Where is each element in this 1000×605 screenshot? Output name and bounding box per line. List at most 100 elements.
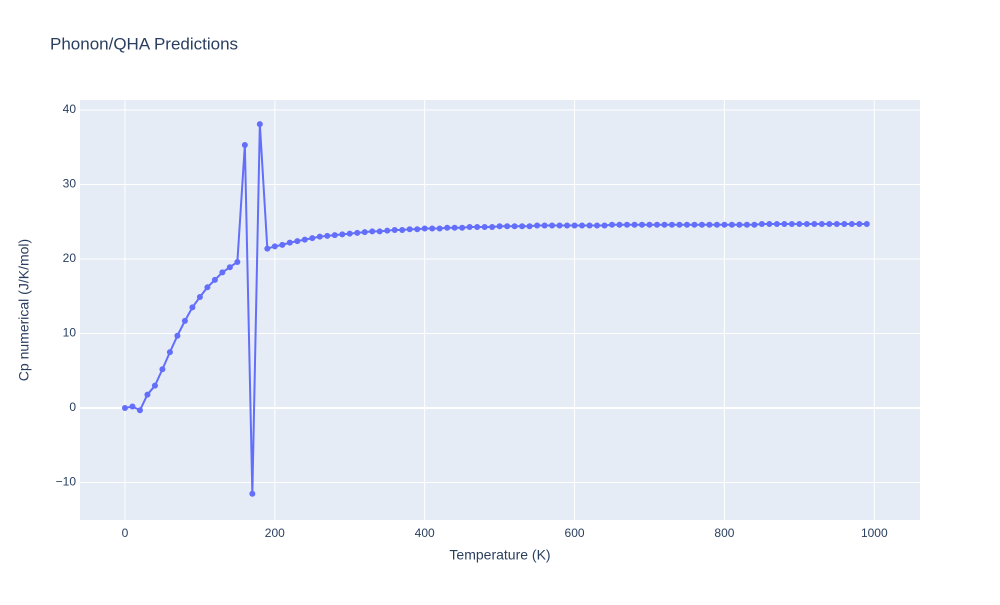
data-point bbox=[818, 220, 825, 227]
data-point bbox=[414, 226, 421, 233]
data-point bbox=[159, 366, 166, 373]
data-point bbox=[346, 230, 353, 237]
data-point bbox=[728, 221, 735, 228]
data-point bbox=[196, 293, 203, 300]
data-point bbox=[294, 238, 301, 245]
y-tick-label: 40 bbox=[63, 102, 77, 116]
data-point bbox=[646, 221, 653, 228]
y-tick-label: 20 bbox=[63, 251, 77, 265]
data-point bbox=[661, 221, 668, 228]
data-point bbox=[489, 223, 496, 230]
data-point bbox=[496, 223, 503, 230]
data-point bbox=[511, 223, 518, 230]
data-point bbox=[833, 220, 840, 227]
data-point bbox=[826, 220, 833, 227]
data-point bbox=[848, 220, 855, 227]
data-point bbox=[571, 222, 578, 229]
data-point bbox=[256, 121, 263, 128]
data-point bbox=[609, 221, 616, 228]
data-point bbox=[556, 222, 563, 229]
x-tick-label: 200 bbox=[265, 526, 285, 540]
x-tick-label: 600 bbox=[565, 526, 585, 540]
data-point bbox=[481, 223, 488, 230]
y-tick-label: 10 bbox=[63, 326, 77, 340]
data-point bbox=[736, 221, 743, 228]
data-point bbox=[286, 239, 293, 246]
data-point bbox=[249, 490, 256, 497]
data-point bbox=[204, 284, 211, 291]
data-point bbox=[564, 222, 571, 229]
data-point bbox=[316, 233, 323, 240]
data-point bbox=[624, 221, 631, 228]
data-point bbox=[391, 226, 398, 233]
x-tick-label: 400 bbox=[415, 526, 435, 540]
y-tick-label: −10 bbox=[56, 475, 77, 489]
data-point bbox=[466, 223, 473, 230]
data-point bbox=[691, 221, 698, 228]
data-point bbox=[586, 222, 593, 229]
data-point bbox=[444, 224, 451, 231]
data-point bbox=[526, 223, 533, 230]
data-point bbox=[721, 221, 728, 228]
data-point bbox=[144, 391, 151, 398]
data-point bbox=[519, 223, 526, 230]
data-point bbox=[234, 258, 241, 265]
data-point bbox=[271, 243, 278, 250]
data-point bbox=[796, 220, 803, 227]
data-point bbox=[241, 142, 248, 149]
data-point bbox=[668, 221, 675, 228]
data-point bbox=[549, 222, 556, 229]
data-point bbox=[451, 224, 458, 231]
data-point bbox=[773, 220, 780, 227]
data-point bbox=[541, 222, 548, 229]
data-point bbox=[863, 220, 870, 227]
data-point bbox=[354, 229, 361, 236]
y-tick-label: 0 bbox=[69, 400, 76, 414]
data-point bbox=[279, 241, 286, 248]
data-point bbox=[369, 228, 376, 235]
data-point bbox=[376, 228, 383, 235]
data-line bbox=[124, 124, 867, 494]
chart-title: Phonon/QHA Predictions bbox=[50, 34, 238, 53]
data-point bbox=[174, 332, 181, 339]
data-point bbox=[459, 224, 466, 231]
data-point bbox=[211, 276, 218, 283]
data-point bbox=[301, 236, 308, 243]
plot-area bbox=[80, 100, 920, 520]
data-point bbox=[226, 264, 233, 271]
data-point bbox=[219, 269, 226, 276]
data-point bbox=[758, 220, 765, 227]
data-point bbox=[339, 231, 346, 238]
data-point bbox=[811, 220, 818, 227]
data-point bbox=[474, 223, 481, 230]
data-point bbox=[324, 232, 331, 239]
data-point bbox=[788, 220, 795, 227]
data-point bbox=[181, 317, 188, 324]
data-point bbox=[136, 407, 143, 414]
data-point bbox=[841, 220, 848, 227]
data-point bbox=[803, 220, 810, 227]
data-point bbox=[406, 226, 413, 233]
data-point bbox=[713, 221, 720, 228]
data-point bbox=[743, 221, 750, 228]
data-point bbox=[504, 223, 511, 230]
data-point bbox=[601, 222, 608, 229]
data-point bbox=[781, 220, 788, 227]
data-point bbox=[399, 226, 406, 233]
data-point bbox=[309, 235, 316, 242]
data-point bbox=[331, 232, 338, 239]
data-point bbox=[751, 221, 758, 228]
data-point bbox=[384, 227, 391, 234]
x-tick-label: 0 bbox=[122, 526, 129, 540]
x-axis-title: Temperature (K) bbox=[449, 547, 550, 563]
data-point bbox=[616, 221, 623, 228]
data-point bbox=[638, 221, 645, 228]
data-point bbox=[653, 221, 660, 228]
data-point bbox=[706, 221, 713, 228]
data-point bbox=[429, 225, 436, 232]
data-point bbox=[856, 220, 863, 227]
data-point bbox=[594, 222, 601, 229]
data-point bbox=[534, 222, 541, 229]
data-point bbox=[166, 349, 173, 356]
